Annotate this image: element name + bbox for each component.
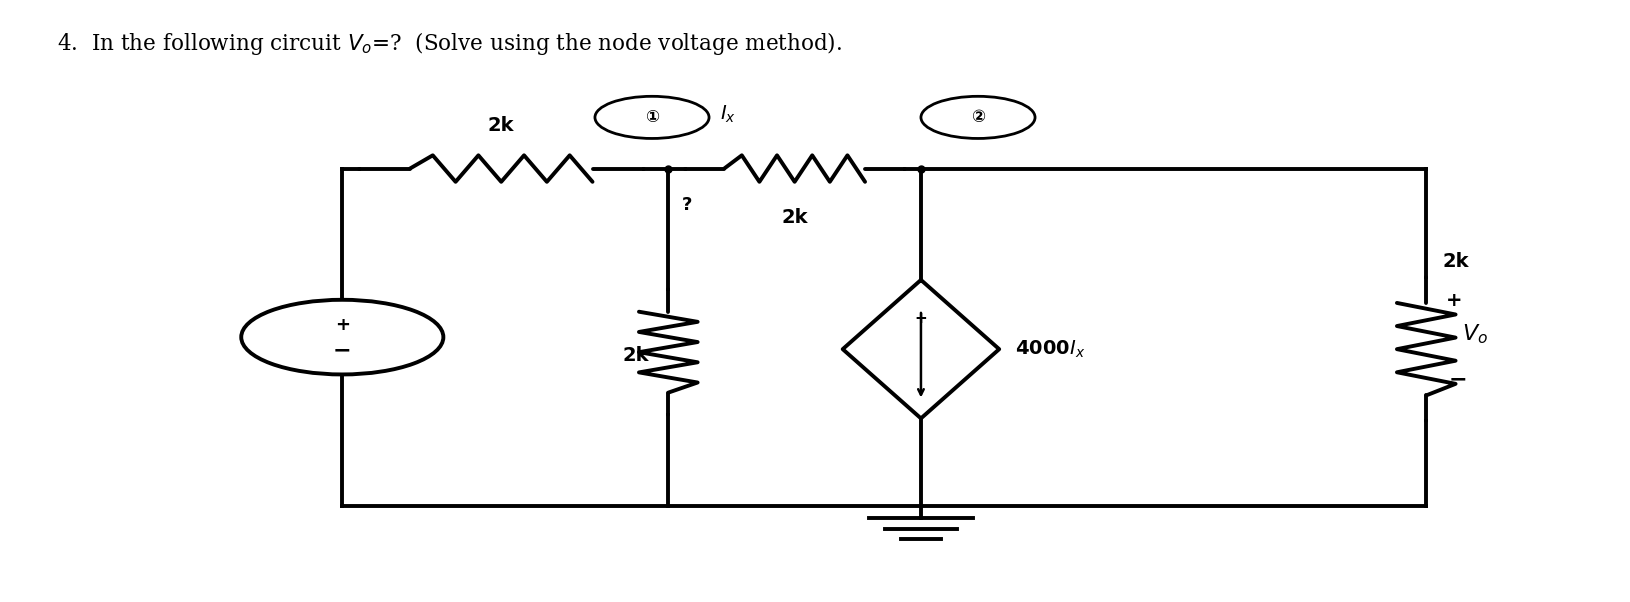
Text: $V_o$: $V_o$ xyxy=(1462,322,1488,346)
Text: 4.  In the following circuit $V_o$=?  (Solve using the node voltage method).: 4. In the following circuit $V_o$=? (Sol… xyxy=(57,30,843,57)
Text: 12V: 12V xyxy=(284,327,326,347)
Text: 2k: 2k xyxy=(1443,252,1469,271)
Text: $I_x$: $I_x$ xyxy=(720,104,737,125)
Text: 2k: 2k xyxy=(623,346,649,365)
Text: +: + xyxy=(334,316,350,334)
Text: 4000$I_x$: 4000$I_x$ xyxy=(1015,338,1086,360)
Text: −: − xyxy=(333,340,352,361)
Polygon shape xyxy=(843,280,999,418)
Text: −: − xyxy=(1449,369,1467,389)
Text: +: + xyxy=(1446,291,1462,311)
Text: 2k: 2k xyxy=(487,116,515,135)
Text: 2k: 2k xyxy=(781,208,808,227)
Text: ①: ① xyxy=(645,108,659,126)
Text: +: + xyxy=(914,311,927,326)
Text: ?: ? xyxy=(681,196,691,214)
Text: ②: ② xyxy=(971,108,985,126)
Circle shape xyxy=(241,300,443,374)
